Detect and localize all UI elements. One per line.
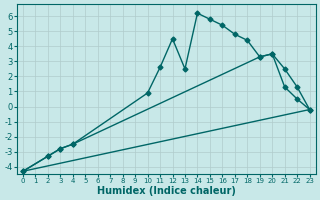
X-axis label: Humidex (Indice chaleur): Humidex (Indice chaleur) [97, 186, 236, 196]
